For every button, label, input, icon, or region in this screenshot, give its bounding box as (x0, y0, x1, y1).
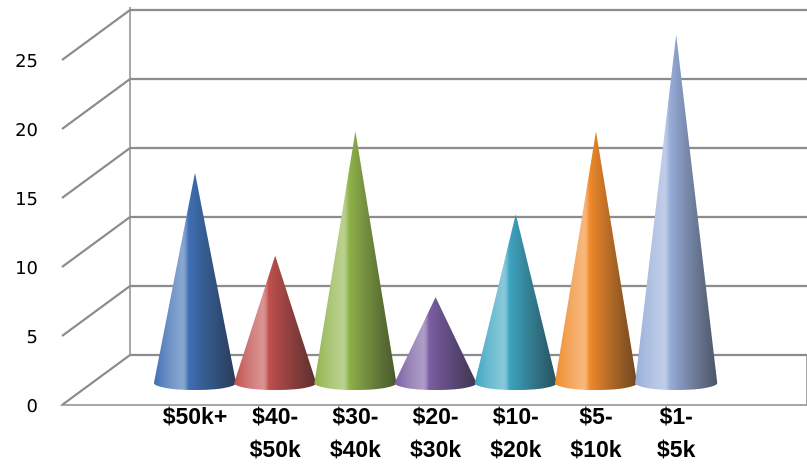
cone-shading (394, 297, 477, 390)
gridline-diagonal (61, 285, 131, 337)
cone-shading (474, 214, 557, 390)
cone-bar (635, 35, 718, 390)
cone-bar (314, 131, 397, 390)
y-tick-label: 15 (15, 189, 38, 210)
x-tick-label: $30-$40k (330, 403, 381, 462)
x-tick-label: $50k+ (163, 403, 228, 429)
gridline-diagonal (61, 147, 131, 199)
gridline-diagonal (61, 216, 131, 268)
x-tick-label: $10-$20k (490, 403, 541, 462)
y-axis-ticks: 0 5 10 15 20 25 (15, 51, 38, 417)
cone-shading (234, 255, 317, 390)
cone-shading (154, 173, 236, 390)
data-cones (154, 35, 718, 390)
x-axis-ticks: $50k+ $40-$50k $30-$40k $20-$30k $10-$20k $5-… (163, 403, 696, 462)
y-tick-label: 0 (27, 396, 38, 417)
cone-bar (394, 297, 477, 390)
gridline-diagonal (61, 9, 131, 61)
cone-bar (555, 131, 637, 390)
cone-shading (635, 35, 718, 390)
cone-bar (154, 173, 236, 390)
cone-bar (474, 214, 557, 390)
y-tick-label: 5 (27, 327, 38, 348)
x-tick-label: $5-$10k (570, 403, 621, 462)
cone-bar (234, 255, 317, 390)
cone-shading (555, 131, 637, 390)
gridline-diagonal (61, 78, 131, 130)
x-tick-label: $1-$5k (657, 403, 696, 462)
cone-shading (314, 131, 397, 390)
x-tick-label: $40-$50k (250, 403, 301, 462)
y-tick-label: 20 (15, 120, 38, 141)
y-tick-label: 25 (15, 51, 38, 72)
x-tick-label: $20-$30k (410, 403, 461, 462)
gridline-diagonal (61, 354, 131, 406)
y-tick-label: 10 (15, 258, 38, 279)
